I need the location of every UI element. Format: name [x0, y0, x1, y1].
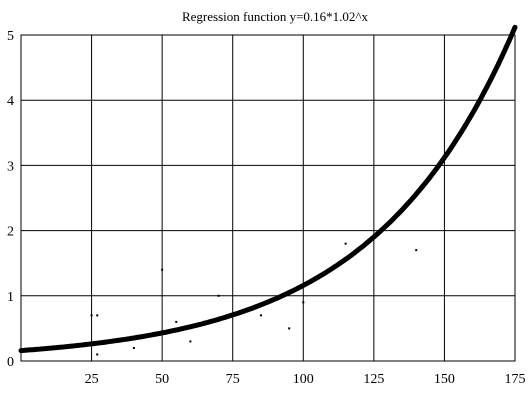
- x-tick-label: 75: [226, 372, 240, 387]
- x-tick-label: 125: [363, 372, 384, 387]
- data-point: [132, 346, 135, 349]
- x-tick-label: 50: [155, 372, 169, 387]
- y-tick-label: 1: [7, 290, 14, 305]
- regression-curve: [18, 24, 518, 354]
- data-point: [203, 320, 206, 323]
- data-point: [175, 320, 178, 323]
- y-axis-ticks: 0 1 2 3 4 5: [7, 29, 14, 370]
- x-tick-label: 150: [434, 372, 455, 387]
- y-tick-label: 4: [7, 94, 14, 109]
- data-point: [161, 268, 164, 271]
- data-point: [415, 249, 418, 252]
- data-point: [302, 301, 305, 304]
- data-point: [90, 314, 93, 317]
- data-point: [344, 242, 347, 245]
- data-point: [443, 157, 446, 160]
- x-tick-label: 25: [85, 372, 99, 387]
- data-points: [90, 157, 446, 356]
- y-tick-label: 2: [7, 225, 14, 240]
- y-tick-label: 5: [7, 29, 14, 44]
- data-point: [217, 294, 220, 297]
- data-point: [372, 236, 375, 239]
- data-point: [288, 327, 291, 330]
- data-point: [96, 353, 99, 356]
- data-point: [259, 314, 262, 317]
- x-axis-ticks: 25 50 75 100 125 150 175: [85, 372, 526, 387]
- plot-frame: [20, 34, 516, 362]
- y-tick-label: 0: [7, 355, 14, 370]
- grid: [21, 34, 516, 362]
- x-tick-label: 175: [505, 372, 526, 387]
- data-point: [96, 314, 99, 317]
- regression-curve-group: [18, 24, 518, 354]
- x-tick-label: 100: [293, 372, 314, 387]
- data-point: [189, 340, 192, 343]
- y-tick-label: 3: [7, 159, 14, 174]
- chart-title: Regression function y=0.16*1.02^x: [182, 9, 369, 24]
